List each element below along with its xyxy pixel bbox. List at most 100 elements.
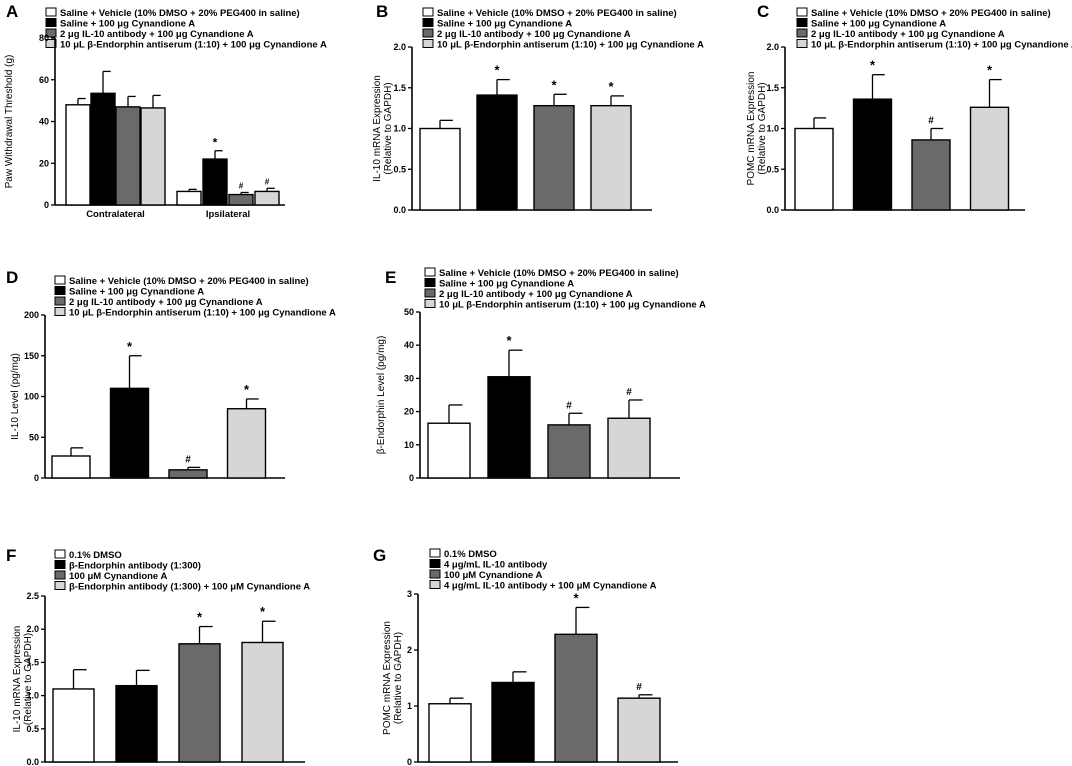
significance-mark: # (239, 181, 244, 190)
y-tick-label: 200 (24, 310, 39, 320)
y-tick-label: 1.0 (26, 691, 39, 701)
y-axis-label-2: (Relative to GAPDH) (23, 633, 34, 725)
panel-letter: E (385, 268, 396, 287)
legend-entry: 2 μg IL-10 antibody + 100 μg Cynandione … (811, 29, 1005, 40)
legend-swatch (424, 299, 436, 308)
legend-entry: 10 μL β-Endorphin antiserum (1:10) + 100… (439, 300, 706, 311)
legend-entry: Saline + 100 μg Cynandione A (69, 287, 204, 298)
bar (241, 641, 284, 763)
y-tick-label: 40 (39, 117, 49, 127)
legend-entry: 100 μM Cynandione A (444, 570, 543, 581)
y-axis-label-2: (Relative to GAPDH) (393, 632, 404, 724)
bar (109, 387, 150, 479)
significance-mark: * (260, 604, 266, 619)
y-tick-label: 50 (29, 432, 39, 442)
y-tick-label: 0 (409, 473, 414, 483)
y-axis-label: IL-10 mRNA Expression (372, 75, 383, 182)
y-tick-label: 40 (404, 340, 414, 350)
legend-swatch (422, 7, 434, 17)
significance-mark: * (987, 63, 993, 78)
y-tick-label: 1.0 (393, 124, 406, 134)
bar (115, 106, 141, 206)
legend-entry: 4 μg/mL IL-10 antibody (444, 560, 548, 571)
significance-mark: # (928, 116, 934, 127)
significance-mark: * (870, 58, 876, 73)
legend-entry: 100 μM Cynandione A (69, 571, 168, 582)
legend-swatch (429, 559, 441, 568)
legend-entry: 2 μg IL-10 antibody + 100 μg Cynandione … (69, 297, 263, 308)
bar (607, 417, 651, 479)
y-tick-label: 0.5 (393, 164, 406, 174)
bar (852, 98, 893, 211)
y-axis-label: β-Endorphin Level (pg/mg) (376, 336, 387, 455)
panel-letter: F (6, 546, 16, 565)
legend-swatch (429, 580, 441, 589)
bar (52, 688, 95, 763)
significance-mark: * (213, 136, 218, 150)
legend-swatch (796, 39, 808, 48)
legend-swatch (54, 296, 66, 306)
y-tick-label: 0.0 (393, 205, 406, 215)
legend-swatch (45, 28, 57, 38)
legend-entry: Saline + Vehicle (10% DMSO + 20% PEG400 … (60, 8, 300, 19)
bar (226, 408, 267, 479)
y-axis-label: Paw Withdrawal Threshold (g) (4, 55, 15, 189)
legend-swatch (54, 286, 66, 295)
x-category-label: Contralateral (86, 209, 145, 220)
significance-mark: * (244, 382, 250, 397)
legend-entry: 2 μg IL-10 antibody + 100 μg Cynandione … (439, 289, 633, 300)
y-axis-label-2: (Relative to GAPDH) (757, 82, 768, 174)
y-tick-label: 20 (404, 407, 414, 417)
bar (428, 703, 472, 763)
legend-swatch (424, 267, 436, 277)
x-category-label: Ipsilateral (206, 209, 250, 220)
bar (115, 684, 158, 763)
legend-entry: 10 μL β-Endorphin antiserum (1:10) + 100… (811, 40, 1072, 51)
panel-e: E Saline + Vehicle (10% DMSO + 20% PEG400… (376, 267, 706, 483)
significance-mark: # (636, 682, 642, 693)
bar (202, 158, 228, 206)
legend-entry: β-Endorphin antibody (1:300) (69, 561, 201, 572)
y-tick-label: 0.5 (26, 724, 39, 734)
legend-swatch (45, 18, 57, 27)
bar (533, 104, 575, 211)
panel-c: C Saline + Vehicle (10% DMSO + 20% PEG400… (746, 2, 1072, 215)
y-tick-label: 1.5 (26, 657, 39, 667)
y-tick-label: 20 (39, 158, 49, 168)
legend-entry: Saline + Vehicle (10% DMSO + 20% PEG400 … (437, 8, 677, 19)
panel-d: D Saline + Vehicle (10% DMSO + 20% PEG400… (6, 268, 336, 483)
legend-entry: Saline + Vehicle (10% DMSO + 20% PEG400 … (811, 8, 1051, 19)
bar (228, 193, 254, 206)
panel-letter: G (373, 546, 386, 565)
significance-mark: # (265, 177, 270, 186)
bar (168, 469, 208, 479)
significance-mark: * (494, 63, 500, 78)
y-tick-label: 3 (407, 589, 412, 599)
y-axis-label: IL-10 Level (pg/mg) (10, 353, 21, 440)
panel-a: A Saline + Vehicle (10% DMSO + 20% PEG400… (4, 2, 327, 220)
bar (617, 697, 661, 763)
legend-swatch (45, 7, 57, 17)
legend-entry: 10 μL β-Endorphin antiserum (1:10) + 100… (69, 308, 336, 319)
y-tick-label: 0.0 (26, 757, 39, 766)
y-tick-label: 0 (407, 757, 412, 766)
legend-entry: Saline + 100 μg Cynandione A (439, 279, 574, 290)
bar (476, 94, 518, 211)
y-tick-label: 2.5 (26, 591, 39, 601)
bar (487, 376, 531, 479)
y-tick-label: 2.0 (26, 624, 39, 634)
y-tick-label: 0 (34, 473, 39, 483)
legend-entry: Saline + 100 μg Cynandione A (811, 19, 946, 30)
legend-swatch (422, 28, 434, 38)
legend-entry: Saline + Vehicle (10% DMSO + 20% PEG400 … (69, 276, 309, 287)
y-tick-label: 0.5 (766, 164, 779, 174)
legend-swatch (424, 288, 436, 298)
bar (65, 104, 91, 206)
legend-swatch (54, 581, 66, 590)
legend-swatch (796, 28, 808, 38)
legend-swatch (45, 39, 57, 48)
legend-entry: 0.1% DMSO (444, 549, 497, 560)
y-tick-label: 2.0 (766, 42, 779, 52)
